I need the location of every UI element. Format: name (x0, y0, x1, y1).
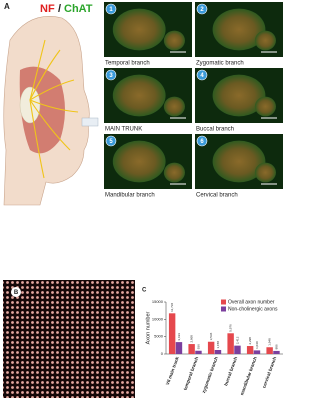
x-tick-label: mandibular branch (239, 356, 258, 396)
nerve-section (212, 74, 266, 117)
panel-letter: B (14, 290, 19, 296)
panel-letter: A (4, 2, 10, 11)
stain-separator: / (58, 3, 61, 15)
value-label: 1,158 (216, 341, 220, 349)
y-tick-label: 15000 (152, 299, 164, 304)
micrograph-label: Buccal branch (196, 127, 234, 133)
bar (266, 347, 273, 354)
value-label: 1,040 (255, 341, 259, 349)
y-tick-label: 5000 (154, 334, 164, 339)
face-illustration (0, 0, 100, 206)
bar (195, 350, 202, 354)
value-label: 11,736 (170, 303, 174, 312)
nerve-section (112, 74, 166, 117)
bar-chart: 0 5000 10000 15000 Axon number 11,736 3,433 VII… (145, 299, 283, 396)
bar (207, 341, 215, 354)
nerve-section (254, 30, 276, 51)
nerve-section (212, 140, 266, 183)
micrograph-number: 4 (200, 73, 204, 79)
nerve-section (254, 96, 276, 117)
panel-badge (11, 287, 21, 297)
figure: A NF / ChAT 1 Temporal branch 2 Zygomatic b… (0, 0, 283, 398)
x-tick-label: temporal branch (183, 356, 200, 391)
legend-swatch (221, 306, 226, 312)
bar (253, 350, 261, 354)
nerve-section (163, 30, 185, 51)
micrograph-number: 1 (109, 7, 113, 13)
nerve-section (112, 140, 166, 183)
bar (273, 350, 280, 354)
value-label: 3,536 (209, 332, 213, 340)
x-tick-label: zygomatic branch (201, 356, 219, 394)
bar (188, 344, 195, 354)
micrograph-grid: 1 Temporal branch 2 Zygomatic branch 3 MAIN T… (104, 2, 283, 199)
stain-chat: ChAT (64, 3, 93, 15)
micrograph-label: Zygomatic branch (196, 61, 244, 67)
bar (246, 346, 254, 354)
number-badge (196, 69, 208, 81)
panel-letter: C (142, 288, 147, 294)
micrograph-number: 3 (109, 73, 113, 79)
stain-nf: NF (40, 3, 55, 15)
legend-label: Overall axon number (228, 299, 275, 305)
bar (227, 333, 234, 354)
micrograph-label: MAIN TRUNK (105, 127, 142, 133)
nerve-section (212, 8, 266, 51)
x-tick-label: buccal branch (223, 356, 238, 387)
micrograph-label: Mandibular branch (105, 193, 155, 199)
value-label: 2,412 (235, 336, 239, 344)
nerve-section (254, 162, 276, 183)
bar (214, 349, 222, 354)
value-label: 936 (196, 344, 200, 349)
y-tick-label: 0 (161, 351, 164, 356)
number-badge (196, 3, 208, 15)
value-label: 5,976 (229, 324, 233, 332)
value-label: 2,868 (190, 335, 194, 343)
micrograph-label: Cervical branch (196, 193, 238, 199)
bar (175, 342, 183, 354)
micrograph-label: Temporal branch (105, 61, 150, 67)
value-label: 2,298 (248, 337, 252, 345)
legend-swatch (221, 299, 226, 305)
x-tick-label: cervical branch (261, 356, 277, 389)
number-badge (196, 135, 208, 147)
y-tick-label: 10000 (152, 316, 164, 321)
value-label: 3,433 (177, 333, 181, 341)
micrograph-number: 5 (109, 139, 113, 145)
value-label: 1,948 (268, 338, 272, 346)
nerve-section (163, 96, 185, 117)
bar (168, 313, 176, 354)
number-badge (105, 135, 117, 147)
micrograph-number: 6 (200, 139, 204, 145)
nerve-section (163, 162, 185, 183)
number-badge (105, 69, 117, 81)
value-label: 886 (274, 344, 278, 349)
micrograph-number: 2 (200, 7, 204, 13)
number-badge (105, 3, 117, 15)
legend-label: Non-cholinergic axons (228, 306, 278, 312)
x-tick-label: VII main trunk (165, 356, 180, 386)
bar (234, 345, 241, 354)
micrograph-b (3, 280, 135, 398)
y-axis-label: Axon number (145, 311, 151, 344)
nerve-section (112, 8, 166, 51)
